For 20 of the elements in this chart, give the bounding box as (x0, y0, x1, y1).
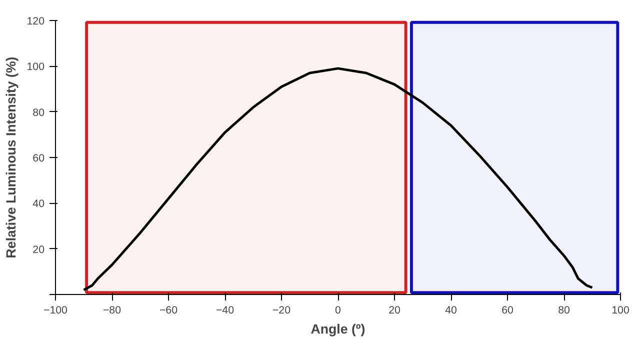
x-tick-label: 100 (612, 304, 630, 316)
x-tick-label: 40 (445, 304, 457, 316)
x-tick-label: −100 (44, 304, 68, 316)
x-tick-label: −40 (216, 304, 234, 316)
y-tick-label: 40 (32, 198, 45, 210)
y-axis-title: Relative Luminous Intensity (%) (4, 56, 19, 258)
x-tick-label: 60 (502, 304, 514, 316)
x-tick-label: 80 (558, 304, 570, 316)
x-tick-label: −20 (272, 304, 291, 316)
y-tick-label: 120 (26, 16, 45, 28)
x-tick-label: −60 (159, 304, 178, 316)
y-tick-label: 60 (32, 152, 45, 164)
y-tick-label: 100 (26, 61, 45, 74)
x-tick-label: 0 (335, 304, 342, 316)
x-axis-title: Angle (º) (310, 322, 366, 336)
line-series (82, 67, 594, 292)
x-tick-label: 20 (388, 304, 400, 316)
x-tick-label: −80 (102, 304, 122, 316)
y-tick-label: 20 (32, 244, 45, 256)
y-tick-label: 80 (32, 106, 45, 119)
